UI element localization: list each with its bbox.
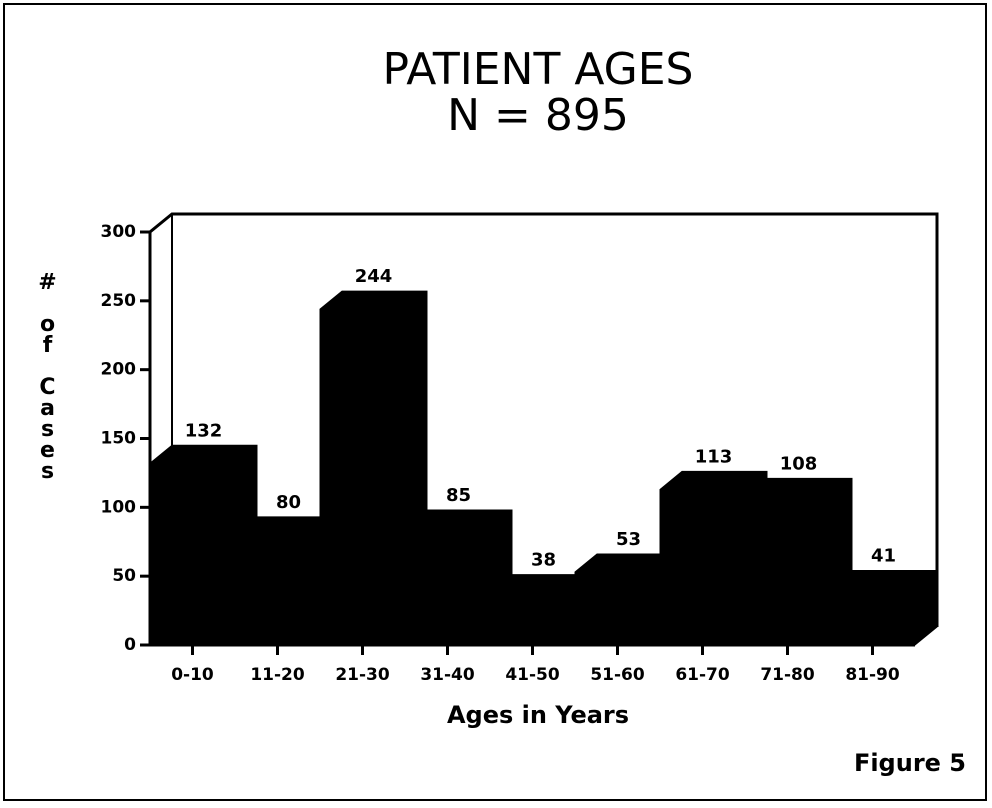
y-tick-label: 50 bbox=[112, 566, 136, 586]
x-tick-label: 51-60 bbox=[590, 665, 645, 685]
frame bbox=[3, 3, 987, 801]
x-tick-label: 71-80 bbox=[760, 665, 815, 685]
y-tick-label: 0 bbox=[124, 635, 136, 655]
value-label: 38 bbox=[531, 550, 556, 571]
x-tick-label: 61-70 bbox=[675, 665, 730, 685]
x-tick-label: 0-10 bbox=[171, 665, 214, 685]
y-tick-label: 150 bbox=[101, 429, 137, 449]
value-label: 53 bbox=[616, 529, 641, 550]
x-tick-label: 11-20 bbox=[250, 665, 305, 685]
y-tick-label: 300 bbox=[101, 222, 137, 242]
y-tick-label: 200 bbox=[101, 360, 137, 380]
y-axis-label: # of Cases bbox=[35, 270, 60, 480]
value-label: 132 bbox=[185, 420, 223, 441]
x-tick-label: 31-40 bbox=[420, 665, 475, 685]
bar bbox=[829, 570, 938, 646]
y-tick-label: 100 bbox=[101, 497, 137, 517]
annotation: Figure 5 bbox=[854, 749, 966, 777]
y-tick-label: 250 bbox=[101, 291, 137, 311]
value-label: 244 bbox=[355, 266, 393, 287]
x-tick-label: 41-50 bbox=[505, 665, 560, 685]
value-label: 113 bbox=[695, 446, 733, 467]
value-label: 41 bbox=[871, 546, 896, 567]
chart-subtitle: N = 895 bbox=[447, 90, 629, 141]
value-label: 80 bbox=[276, 492, 301, 513]
value-label: 85 bbox=[446, 485, 471, 506]
x-axis-label: Ages in Years bbox=[447, 701, 629, 729]
x-tick-label: 21-30 bbox=[335, 665, 390, 685]
x-tick-label: 81-90 bbox=[845, 665, 900, 685]
value-label: 108 bbox=[780, 453, 818, 474]
chart-title: PATIENT AGES bbox=[383, 44, 694, 95]
